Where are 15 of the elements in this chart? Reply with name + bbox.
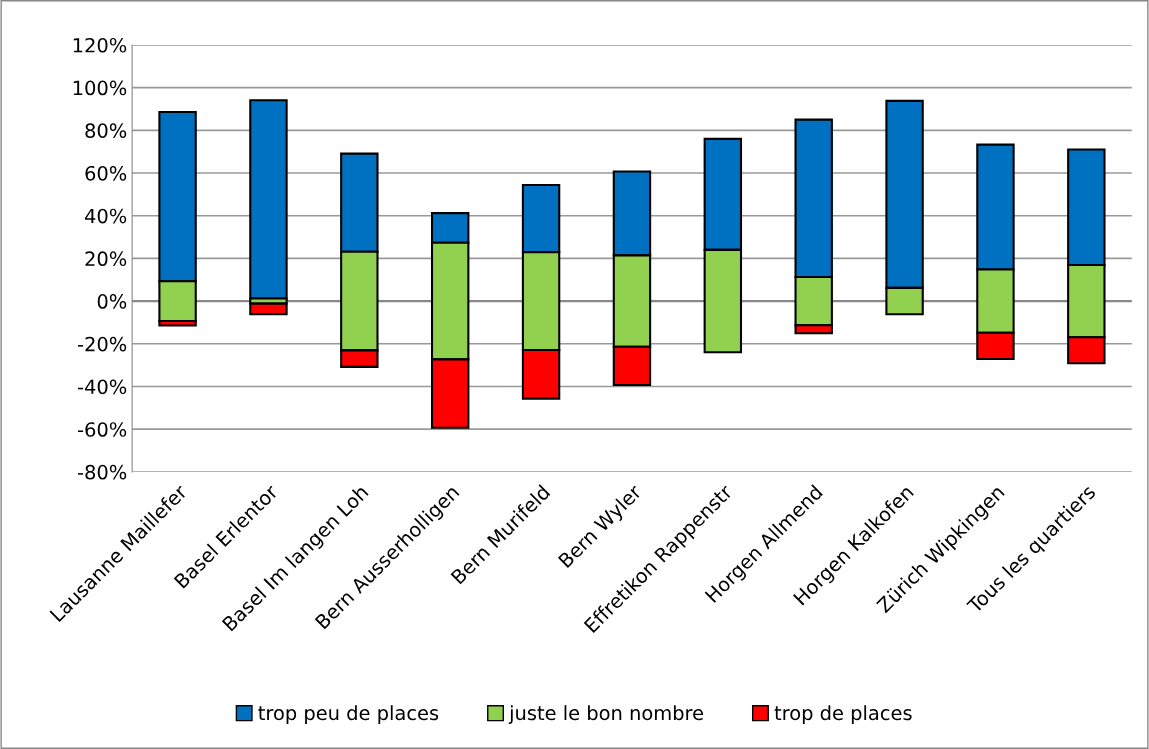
legend-label: trop de places (774, 705, 912, 725)
y-tick-label: 60% (85, 165, 127, 181)
y-tick-label: 40% (85, 208, 127, 224)
y-tick-label: -20% (77, 336, 127, 352)
legend-label: juste le bon nombre (508, 705, 704, 725)
y-tick-label: 120% (73, 37, 127, 53)
y-tick-label: -60% (77, 422, 127, 437)
bar (249, 99, 288, 300)
y-tick-label: -80% (77, 464, 127, 480)
y-tick-label: 80% (85, 123, 127, 138)
y-tick-label: 100% (73, 80, 127, 96)
y-tick-label: 0% (97, 294, 127, 309)
y-tick-label: 20% (85, 251, 127, 267)
y-tick-label: -40% (77, 379, 127, 395)
legend-label: trop peu de places (258, 705, 439, 725)
